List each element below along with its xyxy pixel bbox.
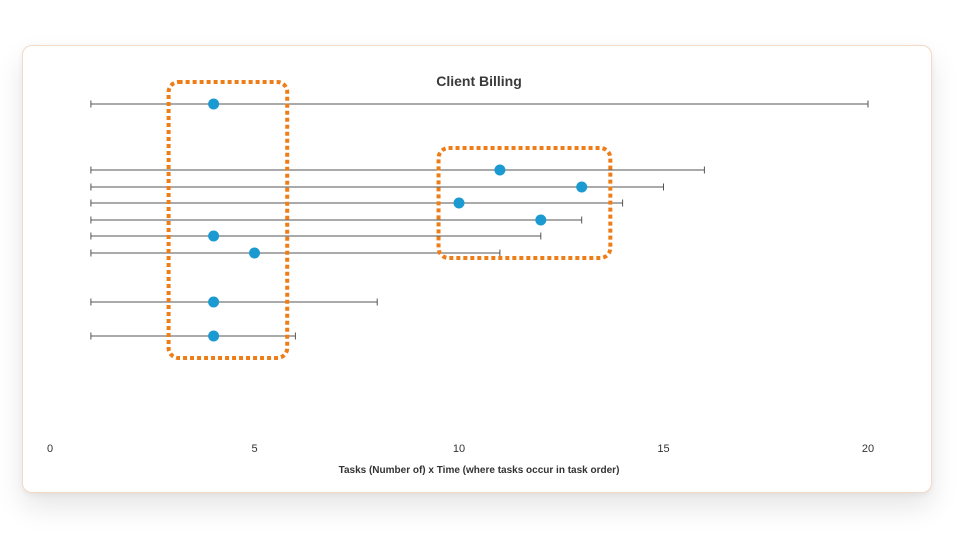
x-tick-label: 10 xyxy=(453,443,465,455)
data-point xyxy=(535,214,547,226)
range-lines xyxy=(90,100,869,340)
data-point xyxy=(249,247,260,259)
data-point xyxy=(208,296,220,308)
data-point xyxy=(208,98,220,110)
data-point xyxy=(576,181,588,193)
x-tick-label: 5 xyxy=(251,443,257,455)
highlight-boxes xyxy=(166,80,613,360)
x-axis-label: Tasks (Number of) x Time (where tasks oc… xyxy=(339,465,620,476)
highlight-box xyxy=(166,80,290,360)
data-point xyxy=(453,197,465,209)
data-point xyxy=(208,230,220,242)
chart-card xyxy=(22,45,932,493)
x-axis-ticks: 0 5 10 15 20 xyxy=(47,443,874,455)
x-tick-label: 15 xyxy=(657,443,669,455)
highlight-box xyxy=(436,146,613,260)
data-points xyxy=(208,98,588,342)
x-tick-label: 0 xyxy=(47,443,53,455)
data-point xyxy=(494,164,506,176)
chart-title: Client Billing xyxy=(436,73,522,89)
x-tick-label: 20 xyxy=(862,443,874,455)
data-point xyxy=(208,330,220,342)
